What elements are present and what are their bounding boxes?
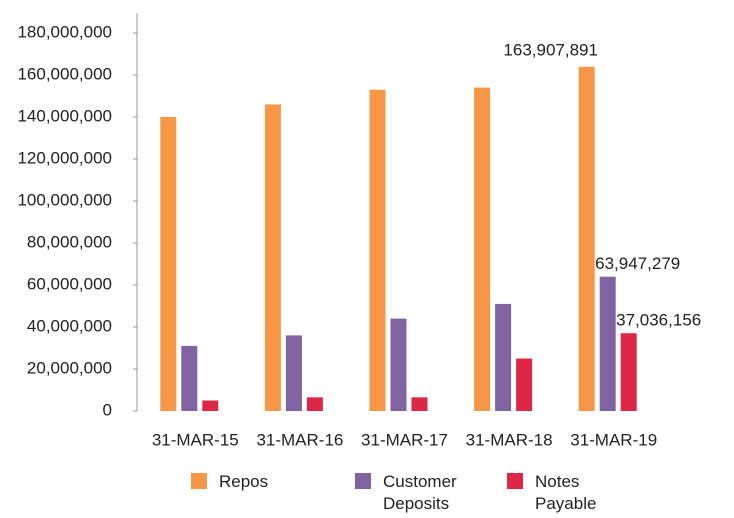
bar xyxy=(620,333,637,411)
legend-item: Customer Deposits xyxy=(355,471,463,515)
bar xyxy=(264,104,281,412)
x-tick-label: 31-MAR-16 xyxy=(256,430,343,449)
bar xyxy=(160,117,177,411)
bar xyxy=(599,276,616,411)
y-tick-label: 20,000,000 xyxy=(27,358,112,377)
bar xyxy=(390,318,407,411)
bar xyxy=(202,400,219,411)
bar xyxy=(285,335,302,411)
bar xyxy=(516,358,533,411)
x-tick-label: 31-MAR-19 xyxy=(570,430,657,449)
legend-label: Notes Payable xyxy=(535,472,597,513)
y-tick-label: 100,000,000 xyxy=(17,190,112,209)
bar xyxy=(369,89,386,411)
legend-swatch xyxy=(191,473,207,489)
bar xyxy=(578,66,595,411)
bar xyxy=(181,345,198,411)
y-tick-label: 0 xyxy=(103,400,112,419)
legend-swatch xyxy=(355,473,371,489)
legend-item: Repos xyxy=(191,471,339,493)
y-tick-label: 180,000,000 xyxy=(17,22,112,41)
bar xyxy=(306,397,323,411)
legend-label: Repos xyxy=(219,472,269,491)
x-tick-label: 31-MAR-17 xyxy=(361,430,448,449)
data-label: 37,036,156 xyxy=(616,311,701,330)
y-tick-label: 140,000,000 xyxy=(17,106,112,125)
legend-swatch xyxy=(507,473,523,489)
legend-item: Notes Payable xyxy=(507,471,615,515)
y-tick-label: 40,000,000 xyxy=(27,316,112,335)
bar xyxy=(411,397,428,411)
legend-label: Customer Deposits xyxy=(383,472,457,513)
data-label: 163,907,891 xyxy=(503,40,598,59)
y-tick-label: 80,000,000 xyxy=(27,232,112,251)
x-tick-label: 31-MAR-18 xyxy=(466,430,553,449)
y-tick-label: 60,000,000 xyxy=(27,274,112,293)
bar xyxy=(474,87,491,411)
x-tick-label: 31-MAR-15 xyxy=(152,430,239,449)
data-label: 63,947,279 xyxy=(595,254,680,273)
y-tick-label: 120,000,000 xyxy=(17,148,112,167)
y-tick-label: 160,000,000 xyxy=(17,64,112,83)
bar xyxy=(495,303,512,411)
